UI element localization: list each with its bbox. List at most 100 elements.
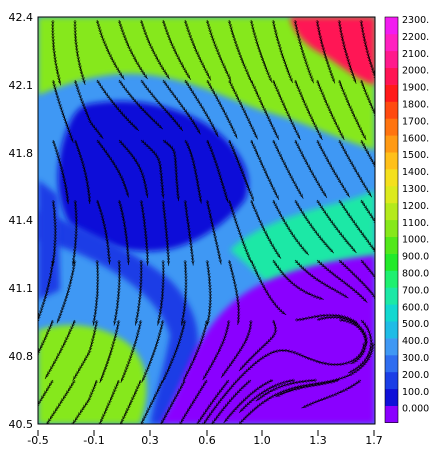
colorbar-label: 0.000 — [402, 404, 429, 415]
streamline — [361, 139, 375, 174]
colorbar-label: 100.0 — [402, 387, 429, 398]
streamline — [339, 79, 367, 141]
streamline — [71, 379, 97, 424]
streamline — [361, 259, 375, 283]
colorbar-label: 1600. — [402, 133, 429, 144]
x-tick-label: 0.6 — [198, 434, 216, 447]
streamline — [119, 199, 129, 266]
streamline — [229, 259, 239, 325]
colorbar-label: 1400. — [402, 167, 429, 178]
colorbar-label: 600.0 — [402, 302, 429, 313]
colorbar-swatch — [385, 33, 398, 52]
streamline — [99, 319, 119, 384]
colorbar-swatch — [385, 101, 398, 119]
colorbar-label: 300.0 — [402, 353, 429, 364]
colorbar-swatch — [385, 135, 398, 153]
colorbar-swatch — [385, 355, 398, 373]
x-tick-label: 0.3 — [141, 434, 159, 447]
streamline — [207, 259, 210, 326]
streamline — [339, 19, 357, 84]
streamline — [162, 140, 179, 202]
streamline — [229, 199, 252, 263]
streamline — [295, 19, 314, 84]
y-tick-label: 40.5 — [9, 418, 34, 431]
colorbar-label: 500.0 — [402, 319, 429, 330]
streamline — [158, 259, 164, 326]
streamline — [56, 259, 75, 324]
streamline — [44, 319, 75, 379]
colorbar-swatch — [385, 236, 398, 254]
colorbar-swatch — [385, 67, 398, 85]
colorbar-label: 2200. — [402, 32, 429, 43]
colorbar-label: 2300. — [402, 15, 429, 26]
colorbar-swatch — [385, 118, 398, 136]
y-tick-label: 42.4 — [9, 11, 34, 24]
streamline — [53, 199, 56, 266]
streamline — [273, 19, 293, 84]
streamline — [361, 19, 375, 84]
streamline — [141, 199, 148, 266]
streamline — [339, 139, 373, 198]
plot-frame — [37, 16, 376, 425]
streamline — [53, 79, 74, 143]
streamline — [339, 199, 375, 254]
streamline — [207, 199, 221, 265]
streamline — [99, 379, 120, 424]
colorbar-label: 1300. — [402, 184, 429, 195]
streamline — [118, 379, 141, 424]
colorbar-swatch — [385, 287, 398, 305]
streamline — [361, 199, 375, 228]
y-tick-label: 41.4 — [9, 214, 34, 227]
streamline — [141, 319, 163, 383]
streamline — [163, 199, 169, 266]
colorbar-swatch — [385, 270, 398, 288]
plot-area — [38, 17, 375, 424]
streamline — [93, 259, 98, 326]
streamline — [120, 319, 141, 383]
streamline — [38, 259, 53, 324]
streamline — [251, 19, 273, 83]
colorbar-label: 1200. — [402, 201, 429, 212]
streamline — [75, 139, 90, 205]
colorbar-swatch — [385, 50, 398, 68]
streamline — [185, 139, 201, 204]
colorbar-swatch — [385, 219, 398, 237]
colorbar-swatch — [385, 186, 398, 204]
colorbar-swatch — [385, 338, 398, 356]
y-axis: 42.4 42.1 41.8 41.4 41.1 40.8 40.5 — [9, 11, 34, 431]
x-tick-label: 1.0 — [253, 434, 271, 447]
streamline — [97, 199, 110, 265]
streamline — [53, 139, 68, 205]
colorbar-swatch — [385, 388, 398, 406]
x-axis: -0.5 -0.1 0.3 0.6 1.0 1.3 1.7 — [27, 430, 383, 447]
streamline — [338, 259, 375, 304]
colorbar-label: 700.0 — [402, 285, 429, 296]
y-tick-label: 41.8 — [9, 147, 34, 160]
colorbar-label: 1900. — [402, 83, 429, 94]
colorbar-label: 2100. — [402, 49, 429, 60]
streamline — [75, 79, 104, 140]
colorbar-swatch — [385, 304, 398, 322]
streamline — [361, 79, 375, 124]
streamline — [75, 20, 86, 86]
x-tick-label: 1.3 — [309, 434, 327, 447]
colorbar-swatch — [385, 17, 398, 35]
colorbar-swatch — [385, 169, 398, 187]
colorbar-swatch — [385, 253, 398, 271]
streamline — [135, 259, 141, 326]
colorbar-swatch — [385, 405, 398, 423]
streamline — [73, 199, 77, 266]
colorbar-label: 1100. — [402, 218, 429, 229]
axes: -0.5 -0.1 0.3 0.6 1.0 1.3 1.7 42.4 42.1 … — [9, 11, 383, 447]
y-tick-label: 42.1 — [9, 79, 34, 92]
y-tick-label: 40.8 — [9, 350, 34, 363]
colorbar-label: 2000. — [402, 66, 429, 77]
streamline — [229, 139, 255, 202]
colorbar-label: 400.0 — [402, 336, 429, 347]
colorbar-swatch — [385, 202, 398, 221]
streamline — [140, 140, 163, 199]
streamline — [236, 342, 373, 424]
x-tick-label: 1.7 — [365, 434, 383, 447]
streamline — [181, 259, 186, 326]
